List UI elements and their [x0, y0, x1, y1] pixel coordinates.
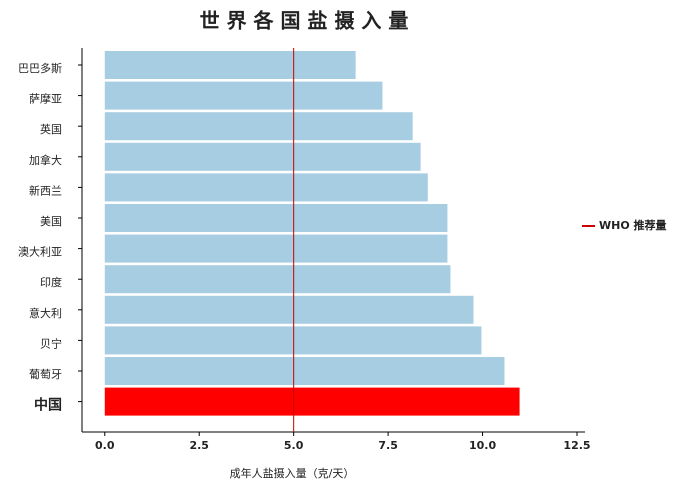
bar: [104, 142, 421, 171]
bar: [104, 295, 474, 324]
x-tick-label: 10.0: [469, 439, 496, 452]
x-tick-label: 5.0: [284, 439, 304, 452]
y-tick-label: 加拿大: [29, 153, 62, 167]
y-tick-label: 贝宁: [40, 336, 62, 350]
bar: [104, 112, 413, 141]
y-tick-label: 印度: [40, 275, 62, 289]
x-tick-label: 12.5: [563, 439, 590, 452]
y-tick-label: 巴巴多斯: [18, 61, 62, 75]
x-axis-label: 成年人盐摄入量（克/天）: [230, 466, 355, 480]
bar: [104, 357, 505, 385]
bar: [104, 265, 451, 294]
y-tick-label: 英国: [40, 122, 62, 136]
chart-title: 世 界 各 国 盐 摄 入 量: [200, 9, 409, 33]
bar: [104, 387, 520, 416]
y-tick-label: 新西兰: [29, 183, 62, 197]
y-tick-label: 意大利: [29, 306, 62, 320]
bar: [104, 234, 448, 263]
bar: [104, 173, 428, 202]
y-tick-label: 中国: [34, 397, 62, 414]
y-tick-label: 萨摩亚: [29, 92, 62, 106]
bar: [104, 81, 383, 110]
x-tick-label: 7.5: [378, 439, 398, 452]
bar: [104, 51, 356, 79]
bar: [104, 326, 482, 355]
x-tick-label: 2.5: [189, 439, 209, 452]
y-tick-label: 美国: [40, 215, 62, 228]
x-tick-label: 0.0: [95, 439, 115, 452]
bar: [104, 204, 448, 232]
legend-label: WHO 推荐量: [599, 218, 667, 232]
y-tick-label: 澳大利亚: [18, 245, 62, 259]
y-tick-label: 葡萄牙: [29, 368, 62, 381]
